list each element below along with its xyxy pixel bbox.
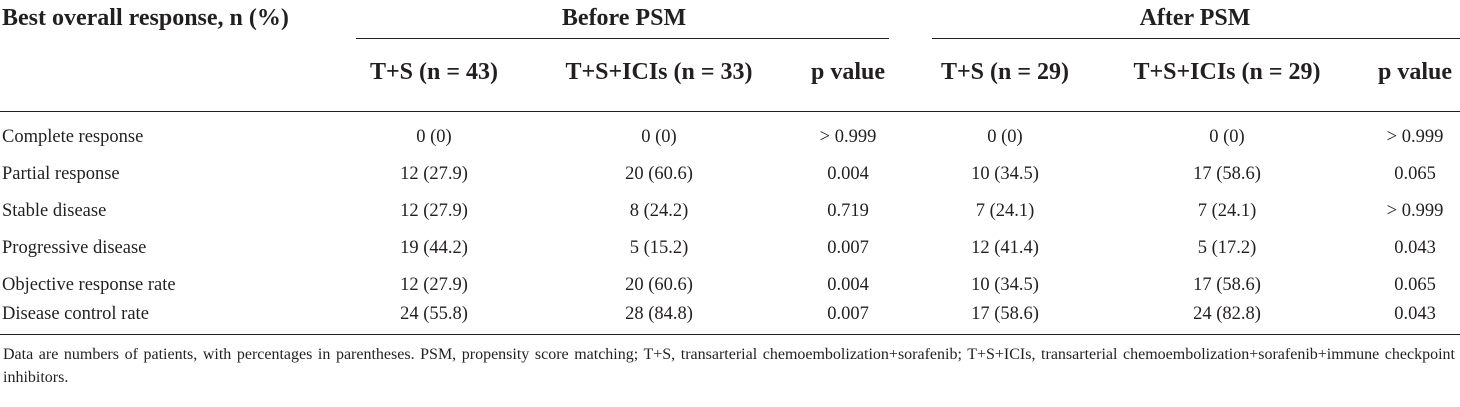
table-cell: 17 (58.6) — [1193, 164, 1261, 184]
table-cell: 5 (17.2) — [1197, 238, 1257, 258]
group-header-before-psm: Before PSM — [561, 5, 687, 31]
table-cell: 12 (27.9) — [400, 275, 468, 295]
row-label: Complete response — [2, 127, 144, 147]
table-cell: 28 (84.8) — [625, 304, 693, 324]
bottom-rule — [0, 334, 1460, 335]
table-cell: 7 (24.1) — [975, 201, 1035, 221]
table-cell: > 0.999 — [1386, 127, 1444, 147]
table-cell: 0.719 — [827, 201, 869, 221]
table-cell: 10 (34.5) — [971, 164, 1039, 184]
row-label: Objective response rate — [2, 275, 176, 295]
table-cell: 12 (41.4) — [971, 238, 1039, 258]
table-cell: 0.065 — [1394, 164, 1436, 184]
table-cell: 0 (0) — [1209, 127, 1245, 147]
table-cell: 0.007 — [827, 238, 869, 258]
table-cell: 24 (82.8) — [1193, 304, 1261, 324]
col-header-ts-after: T+S (n = 29) — [940, 59, 1070, 85]
col-header-tsici-after: T+S+ICIs (n = 29) — [1133, 59, 1321, 85]
top-left-header: Best overall response, n (%) — [2, 5, 289, 31]
table-cell: 12 (27.9) — [400, 201, 468, 221]
table-cell: 8 (24.2) — [629, 201, 689, 221]
table-cell: 12 (27.9) — [400, 164, 468, 184]
table-cell: 19 (44.2) — [400, 238, 468, 258]
table-cell: 0.004 — [827, 164, 869, 184]
table-cell: 17 (58.6) — [1193, 275, 1261, 295]
header-rule — [0, 111, 1460, 112]
row-label: Progressive disease — [2, 238, 147, 258]
row-label: Disease control rate — [2, 304, 149, 324]
table-cell: 0 (0) — [416, 127, 452, 147]
row-label: Stable disease — [2, 201, 107, 221]
table-cell: 0.004 — [827, 275, 869, 295]
table-cell: 24 (55.8) — [400, 304, 468, 324]
col-header-tsici-before: T+S+ICIs (n = 33) — [565, 59, 753, 85]
col-header-p-after: p value — [1377, 59, 1453, 85]
table-cell: 0.043 — [1394, 238, 1436, 258]
table-cell: 0.043 — [1394, 304, 1436, 324]
table-cell: 20 (60.6) — [625, 164, 693, 184]
group-rule-before-psm — [356, 38, 889, 39]
table-cell: 10 (34.5) — [971, 275, 1039, 295]
table-cell: 7 (24.1) — [1197, 201, 1257, 221]
table-cell: 0.007 — [827, 304, 869, 324]
table-cell: 20 (60.6) — [625, 275, 693, 295]
table-footnote: Data are numbers of patients, with perce… — [3, 346, 1455, 386]
col-header-ts-before: T+S (n = 43) — [369, 59, 499, 85]
col-header-p-before: p value — [810, 59, 886, 85]
group-rule-after-psm — [932, 38, 1460, 39]
row-label: Partial response — [2, 164, 120, 184]
table-cell: 0 (0) — [641, 127, 677, 147]
table-cell: 0 (0) — [987, 127, 1023, 147]
table-cell: > 0.999 — [1386, 201, 1444, 221]
table-cell: 0.065 — [1394, 275, 1436, 295]
table-cell: 5 (15.2) — [629, 238, 689, 258]
table-cell: > 0.999 — [819, 127, 877, 147]
table-cell: 17 (58.6) — [971, 304, 1039, 324]
group-header-after-psm: After PSM — [1139, 5, 1251, 31]
